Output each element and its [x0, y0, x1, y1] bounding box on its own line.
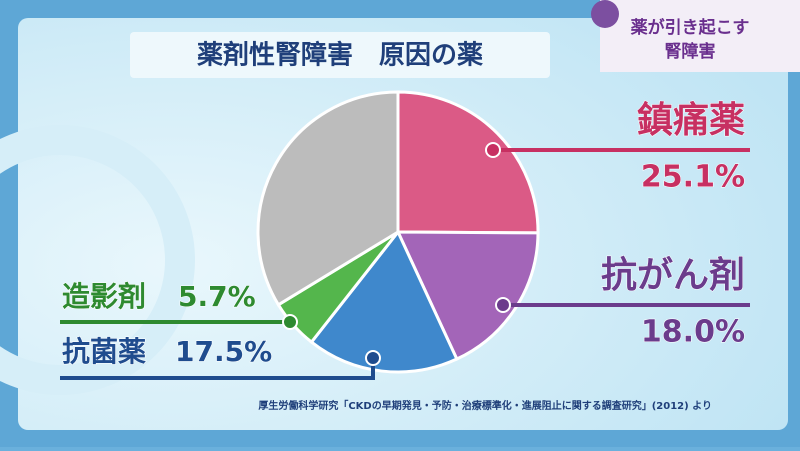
- slice-label: 鎮痛薬: [637, 100, 745, 141]
- title-bar: [130, 32, 550, 78]
- callout-dot: [485, 142, 501, 158]
- pie-slice: [396, 90, 540, 235]
- pie-slice: [256, 90, 400, 307]
- value-label: 17.5%: [175, 335, 272, 368]
- badge: 腎障害: [665, 41, 716, 62]
- value-label: 18.0%: [641, 315, 745, 350]
- source: 厚生労働科学研究「CKDの早期発見・予防・治療標準化・進展阻止に関する調査研究」…: [258, 399, 712, 412]
- badge-box: [600, 0, 800, 72]
- chart-title: 薬剤性腎障害 原因の薬: [197, 40, 483, 71]
- callout-dot: [365, 350, 381, 366]
- pie-slice: [395, 230, 540, 362]
- slice-label: 抗菌薬: [62, 335, 146, 368]
- slice-label: 造影剤: [62, 280, 146, 313]
- callout-dot: [495, 297, 511, 313]
- callout-dot: [282, 314, 298, 330]
- badge: 薬が引き起こす: [631, 17, 750, 38]
- slice-label: 抗がん剤: [601, 254, 745, 296]
- decor: [591, 0, 619, 28]
- value-label: 5.7%: [178, 280, 256, 313]
- value-label: 25.1%: [641, 160, 745, 195]
- pie-slice: [309, 229, 459, 374]
